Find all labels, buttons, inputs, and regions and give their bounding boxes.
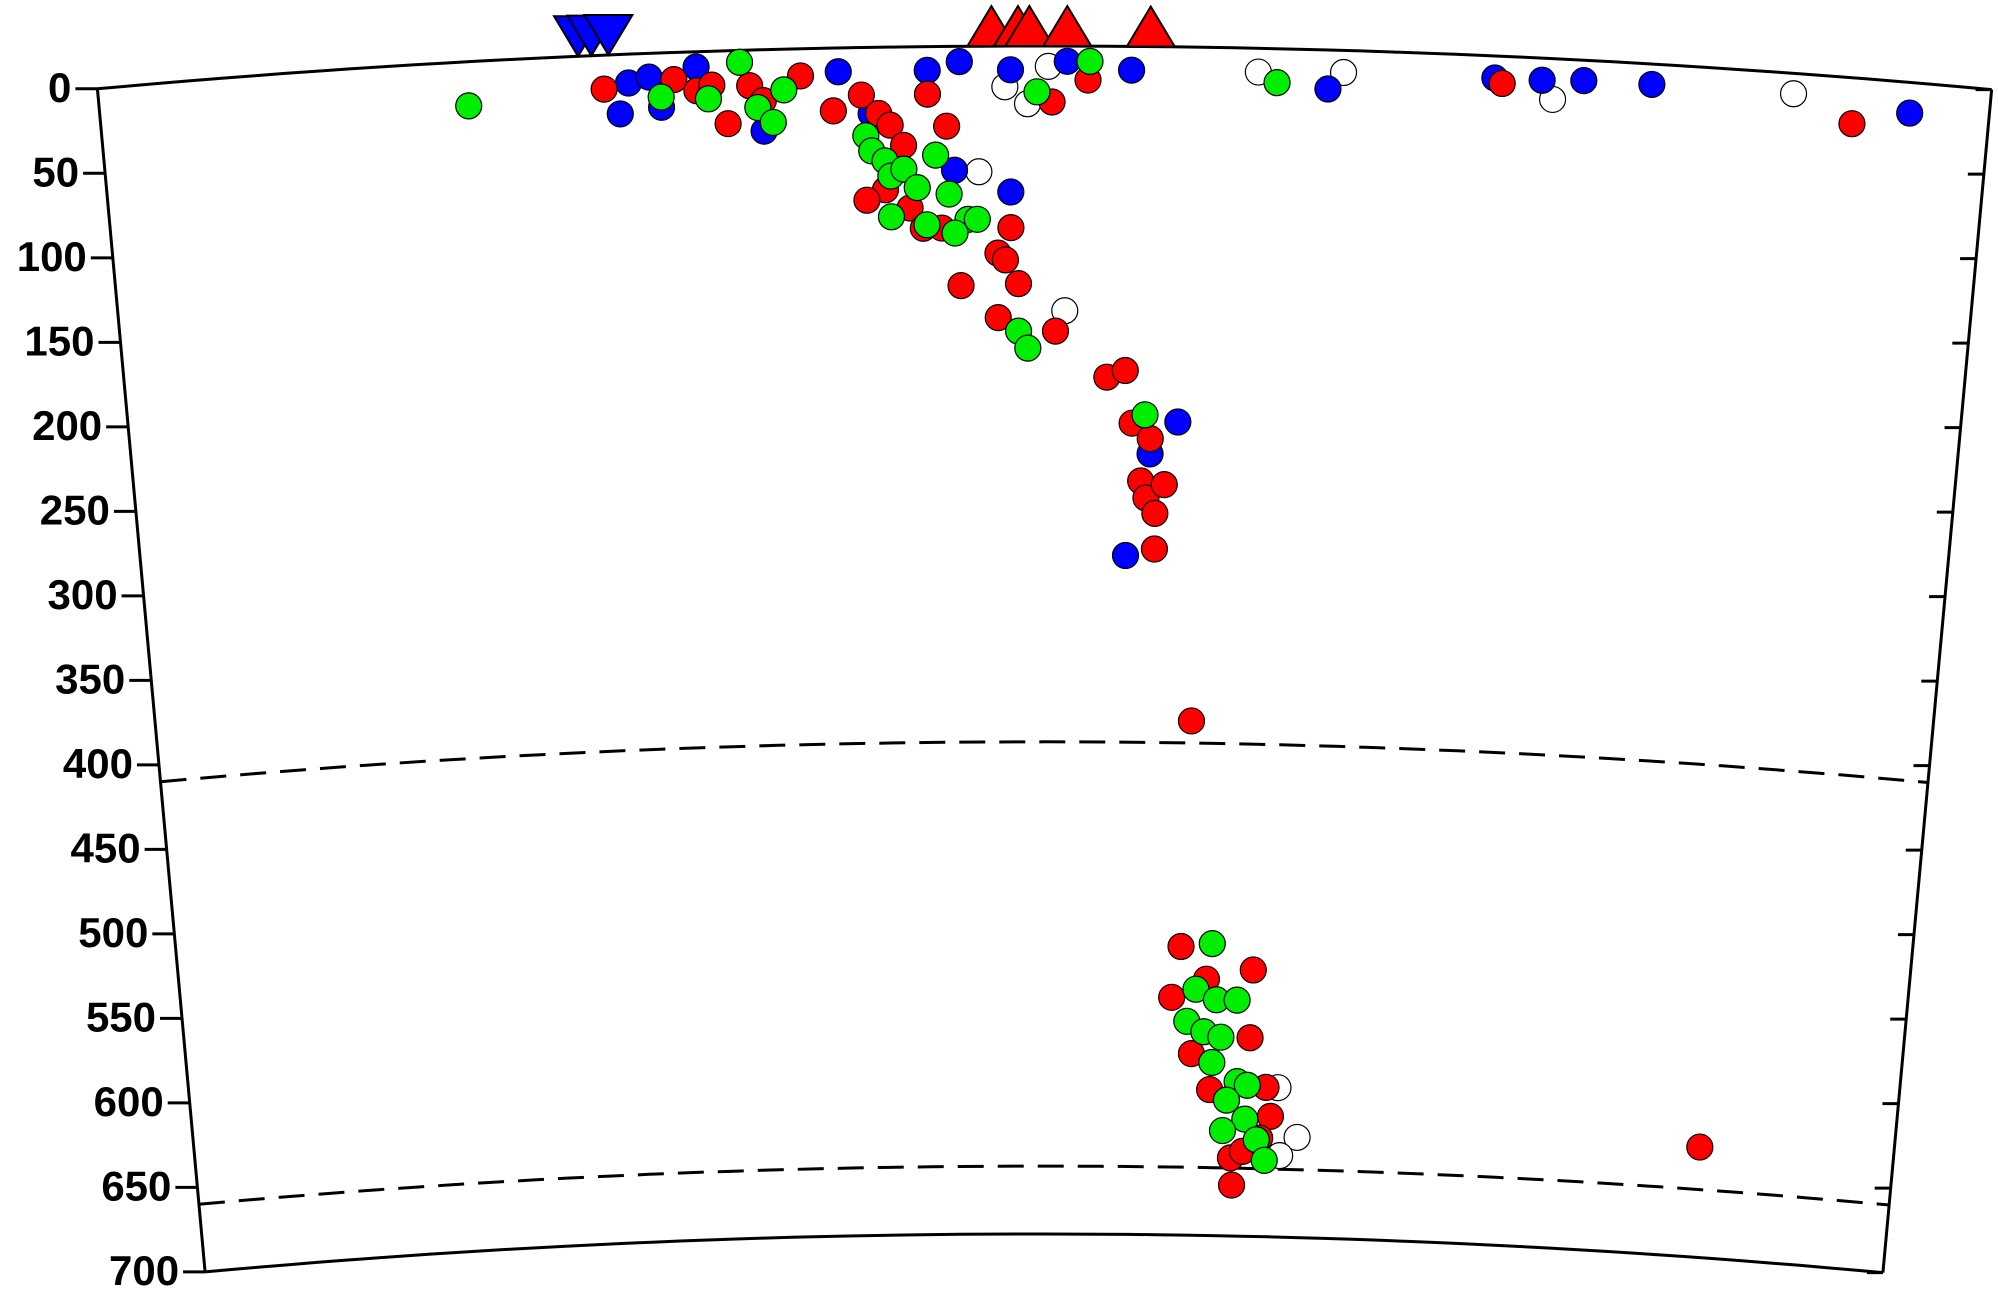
- event-point: [1570, 67, 1598, 95]
- event-point: [1053, 47, 1081, 75]
- event-point: [1041, 317, 1070, 345]
- event-point: [1141, 499, 1169, 527]
- y-tick-label: 300: [47, 571, 117, 618]
- event-point: [1231, 1105, 1259, 1133]
- event-point: [1233, 1071, 1261, 1099]
- event-point: [1167, 932, 1195, 961]
- event-point: [1004, 270, 1033, 298]
- y-tick-label: 100: [17, 233, 87, 280]
- event-point: [1838, 110, 1866, 138]
- y-tick-label: 150: [24, 317, 94, 364]
- event-point: [847, 81, 875, 109]
- event-point: [913, 211, 941, 239]
- event-point: [1212, 1086, 1241, 1114]
- station-marker: [1003, 4, 1056, 48]
- y-tick-label: 450: [71, 824, 141, 871]
- event-point: [991, 246, 1020, 274]
- event-point: [606, 100, 634, 128]
- event-point: [903, 173, 931, 202]
- event-point: [1111, 541, 1140, 570]
- event-point: [913, 56, 941, 84]
- event-point: [1164, 408, 1192, 436]
- event-point: [1208, 1116, 1237, 1145]
- station-marker: [582, 13, 635, 57]
- event-point: [996, 56, 1025, 84]
- event-point: [1111, 356, 1139, 385]
- event-point: [890, 155, 918, 183]
- event-point: [1779, 80, 1808, 108]
- event-point: [1207, 1023, 1235, 1051]
- event-point: [759, 108, 787, 137]
- y-tick-label: 250: [40, 486, 110, 533]
- y-tick-label: 0: [48, 64, 71, 111]
- station-marker: [1041, 4, 1094, 48]
- event-point: [1076, 47, 1104, 75]
- event-point: [1131, 401, 1159, 429]
- event-point: [1158, 983, 1186, 1011]
- event-point: [1136, 425, 1164, 453]
- y-tick-label: 600: [94, 1078, 164, 1125]
- event-point: [1686, 1133, 1714, 1161]
- event-point: [455, 92, 483, 120]
- event-point: [1896, 99, 1924, 127]
- y-tick-label: 400: [63, 740, 133, 787]
- event-point: [876, 111, 904, 139]
- event-point: [824, 58, 852, 86]
- reference-depth-line: [198, 1164, 1890, 1207]
- event-point: [1023, 78, 1051, 106]
- y-tick-label: 650: [101, 1162, 171, 1209]
- event-point: [1283, 1123, 1311, 1152]
- event-point: [647, 83, 675, 111]
- event-point: [947, 272, 975, 300]
- station-marker: [1124, 4, 1177, 48]
- event-point: [941, 219, 969, 247]
- event-point: [1314, 75, 1342, 103]
- event-point: [922, 141, 950, 169]
- event-point: [1223, 986, 1251, 1014]
- event-point: [877, 203, 906, 231]
- event-point: [1638, 70, 1666, 99]
- event-point: [1239, 956, 1267, 984]
- event-point: [997, 214, 1025, 242]
- event-point: [933, 112, 961, 140]
- event-point: [725, 48, 754, 76]
- reference-depth-line: [160, 740, 1929, 784]
- event-point: [1236, 1024, 1264, 1052]
- event-point: [1263, 69, 1291, 97]
- event-point: [1177, 707, 1206, 735]
- bottom-line: [204, 1232, 1884, 1275]
- event-point: [963, 205, 991, 233]
- event-point: [694, 85, 723, 113]
- event-point: [913, 80, 942, 108]
- event-point: [935, 180, 963, 208]
- event-point: [1198, 930, 1226, 958]
- event-point: [1488, 69, 1516, 98]
- event-point: [590, 75, 618, 103]
- y-tick-label: 500: [78, 909, 148, 956]
- event-point: [770, 76, 798, 104]
- event-point: [853, 186, 881, 214]
- event-point: [1528, 66, 1556, 94]
- event-point: [1117, 56, 1146, 84]
- event-point: [1150, 471, 1178, 499]
- y-tick-label: 50: [32, 148, 79, 195]
- event-point: [819, 97, 847, 125]
- event-point: [997, 178, 1025, 206]
- event-point: [1217, 1171, 1246, 1199]
- event-point: [1250, 1146, 1278, 1174]
- y-tick-label: 700: [109, 1247, 179, 1294]
- y-tick-label: 350: [55, 655, 125, 702]
- event-point: [1140, 535, 1169, 563]
- event-point: [945, 47, 973, 76]
- y-tick-label: 550: [86, 993, 156, 1040]
- event-point: [965, 158, 993, 186]
- event-point: [984, 304, 1012, 332]
- event-point: [1198, 1048, 1226, 1077]
- event-point: [1014, 334, 1042, 362]
- event-point: [714, 110, 742, 138]
- y-tick-label: 200: [32, 402, 102, 449]
